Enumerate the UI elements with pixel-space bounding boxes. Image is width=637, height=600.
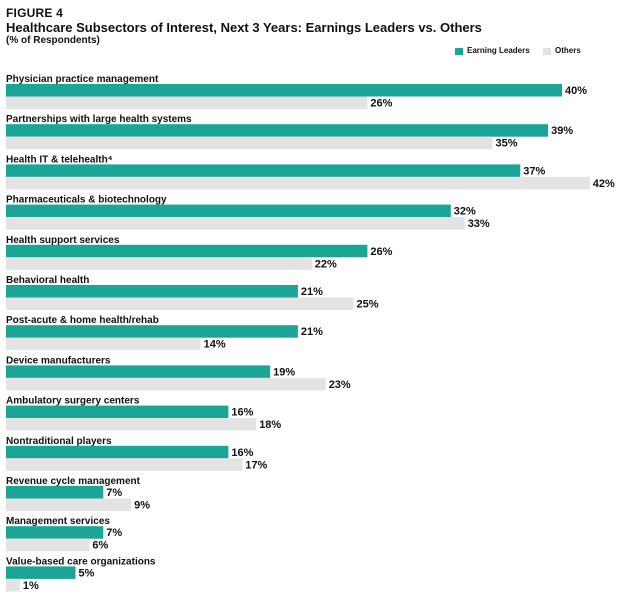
category-group-nontraditional-players: Nontraditional players 16%17% [6,436,268,471]
value-label-earning-leaders: 32% [454,206,476,218]
bar-others [6,458,243,471]
category-group-health-support-services: Health support services 26% 22% [6,235,393,270]
bar-others [6,498,132,511]
bar-earning-leaders [6,204,451,218]
category-group-partnerships-with-large-health-systems: Partnerships with large health systems 39… [6,114,573,150]
value-label-others: 18% [259,419,281,431]
value-label-earning-leaders: 5% [79,567,95,579]
bar-earning-leaders [6,244,368,258]
bar-earning-leaders [6,405,229,419]
category-label: Health support services [6,235,120,246]
category-label: Post-acute & home health/rehab [6,315,159,326]
category-label: Value-based care organizations [6,556,156,567]
category-label: Revenue cycle management [6,476,141,487]
bar-others [6,257,312,270]
category-group-physician-practice-management: Physician practice management 40% 26% [6,74,587,110]
bar-others [6,377,326,391]
bar-earning-leaders [6,445,229,459]
legend-swatch-others [543,48,551,55]
category-label: Health IT & telehealth⁴ [6,154,113,165]
bar-others [6,176,590,190]
category-group-ambulatory-surgery-centers: Ambulatory surgery centers 16% 18% [6,396,281,431]
bar-others [6,96,368,109]
bar-earning-leaders [6,526,104,539]
category-label: Behavioral health [6,275,89,286]
bar-earning-leaders [6,365,271,378]
value-label-earning-leaders: 19% [273,366,295,378]
value-label-others: 23% [329,379,351,391]
value-label-others: 6% [92,540,108,552]
value-label-others: 25% [357,299,379,311]
category-group-health-it-telehealth: Health IT & telehealth⁴ 37% 42% [6,154,615,190]
category-label: Management services [6,516,110,527]
bar-earning-leaders [6,124,549,137]
bar-others [6,217,465,230]
figure-label: FIGURE 4 [6,6,63,20]
category-label: Partnerships with large health systems [6,114,192,125]
value-label-others: 22% [315,258,337,270]
value-label-others: 33% [468,218,490,230]
value-label-earning-leaders: 21% [301,286,323,298]
bar-earning-leaders [6,566,76,579]
bar-others [6,297,354,310]
category-group-behavioral-health: Behavioral health 21% 25% [6,275,379,311]
value-label-others: 26% [370,98,392,110]
value-label-others: 35% [496,138,518,150]
value-label-others: 9% [134,500,150,512]
value-label-earning-leaders: 16% [231,447,253,459]
value-label-earning-leaders: 40% [565,85,587,97]
bar-earning-leaders [6,325,298,338]
value-label-others: 42% [593,178,615,190]
legend-label-earning-leaders: Earning Leaders [467,46,530,55]
bar-others [6,418,257,431]
value-label-earning-leaders: 26% [370,246,392,258]
value-label-earning-leaders: 39% [551,125,573,137]
bar-others [6,578,20,592]
value-label-earning-leaders: 16% [231,407,253,419]
category-group-post-acute-home-health-rehab: Post-acute & home health/rehab 21% 14% [6,315,323,351]
bar-earning-leaders [6,84,562,97]
category-label: Ambulatory surgery centers [6,396,140,407]
value-label-earning-leaders: 21% [301,326,323,338]
value-label-others: 1% [23,580,39,592]
bar-earning-leaders [6,486,104,499]
value-label-others: 14% [204,339,226,351]
category-label: Pharmaceuticals & biotechnology [6,195,167,206]
value-label-earning-leaders: 7% [106,487,122,499]
value-label-others: 17% [245,459,267,471]
category-label: Nontraditional players [6,436,112,447]
bar-earning-leaders [6,164,521,177]
bar-others [6,337,201,351]
chart-subtitle: (% of Respondents) [6,35,100,46]
value-label-earning-leaders: 7% [106,527,122,539]
bar-earning-leaders [6,285,298,298]
category-group-device-manufacturers: Device manufacturers 19% 23% [6,355,351,391]
bar-others [6,538,90,552]
bar-others [6,136,493,150]
legend-swatch-earning-leaders [455,48,463,55]
category-group-pharmaceuticals-biotechnology: Pharmaceuticals & biotechnology 32%33% [6,195,490,230]
category-label: Physician practice management [6,74,159,85]
chart-title: Healthcare Subsectors of Interest, Next … [6,20,482,35]
legend-label-others: Others [555,46,581,55]
category-label: Device manufacturers [6,355,111,366]
value-label-earning-leaders: 37% [523,165,545,177]
